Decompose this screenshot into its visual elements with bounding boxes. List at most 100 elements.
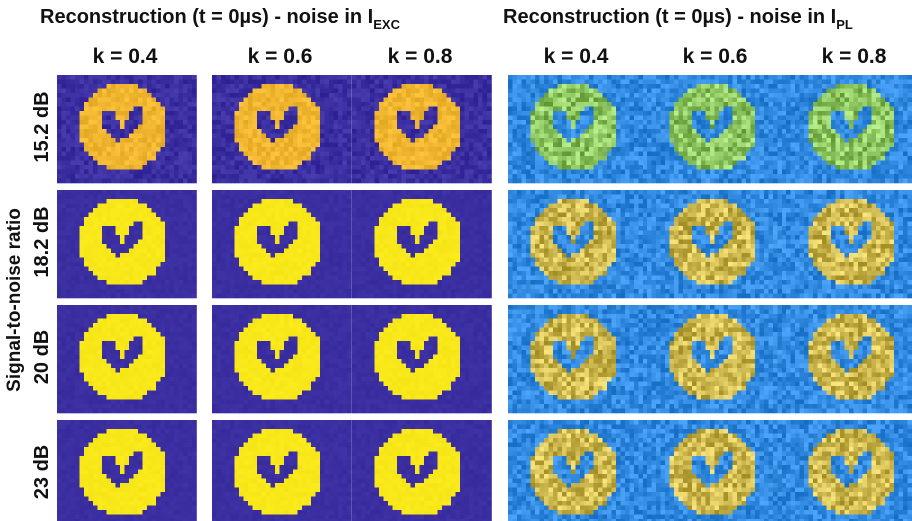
pixel (248, 97, 253, 103)
pixel (169, 111, 175, 116)
pixel (165, 359, 170, 364)
pixel (333, 102, 339, 107)
pixel (415, 165, 420, 170)
pixel (342, 217, 348, 222)
pixel (212, 266, 217, 272)
pixel (75, 115, 80, 121)
pixel (174, 239, 179, 245)
pixel (329, 271, 334, 276)
pixel (406, 88, 411, 94)
pixel (221, 217, 226, 222)
pixel (261, 147, 267, 152)
pixel (97, 332, 103, 337)
pixel (451, 106, 456, 112)
pixel (102, 115, 107, 121)
pixel (388, 262, 393, 267)
pixel (61, 169, 67, 175)
pixel (361, 133, 366, 139)
pixel (424, 129, 429, 134)
pixel (124, 178, 130, 184)
pixel (234, 212, 240, 218)
pixel (415, 138, 420, 143)
pixel (320, 284, 325, 290)
pixel (455, 124, 461, 130)
pixel (156, 199, 161, 204)
pixel (370, 262, 375, 267)
pixel (93, 327, 98, 333)
pixel (124, 309, 130, 315)
pixel (406, 178, 411, 184)
pixel (183, 293, 188, 299)
pixel (142, 332, 148, 337)
pixel (433, 138, 438, 143)
pixel (174, 160, 179, 166)
pixel (329, 208, 334, 213)
pixel (156, 280, 161, 285)
pixel (79, 305, 85, 310)
pixel (147, 323, 152, 328)
pixel (111, 169, 116, 175)
pixel (293, 93, 298, 98)
pixel (61, 341, 67, 346)
pixel (315, 257, 321, 263)
pixel (257, 88, 262, 94)
pixel (102, 235, 107, 240)
pixel (79, 120, 85, 125)
pixel (129, 323, 134, 328)
pixel (333, 289, 339, 294)
pixel (192, 133, 197, 139)
pixel (433, 275, 438, 281)
pixel (261, 93, 267, 98)
pixel (111, 88, 116, 94)
pixel (324, 133, 330, 139)
pixel (70, 239, 76, 245)
pixel (124, 372, 130, 378)
pixel (178, 115, 184, 121)
pixel (192, 239, 197, 245)
pixel (297, 275, 303, 281)
pixel (270, 138, 276, 143)
pixel (124, 354, 130, 360)
pixel (192, 75, 197, 80)
pixel (374, 178, 380, 184)
pixel (288, 93, 294, 98)
pixel (428, 102, 434, 107)
pixel (352, 160, 357, 166)
pixel (88, 208, 94, 213)
pixel (329, 194, 334, 200)
pixel (306, 230, 312, 236)
pixel (424, 147, 429, 152)
pixel (169, 327, 175, 333)
pixel (388, 221, 393, 227)
pixel (187, 327, 193, 333)
pixel (388, 190, 393, 195)
pixel (478, 199, 483, 204)
pixel (133, 88, 139, 94)
pixel (70, 332, 76, 337)
pixel (57, 79, 62, 85)
pixel (165, 280, 170, 285)
pixel (342, 280, 348, 285)
pixel (57, 208, 62, 213)
pixel (361, 165, 366, 170)
pixel (293, 102, 298, 107)
pixel (97, 323, 103, 328)
pixel (70, 120, 76, 125)
pixel (124, 363, 130, 369)
pixel (352, 194, 357, 200)
pixel (270, 169, 276, 175)
pixel (266, 248, 271, 254)
pixel (147, 284, 152, 290)
pixel (174, 314, 179, 319)
pixel (138, 133, 143, 139)
pixel (311, 178, 316, 184)
pixel (120, 248, 125, 254)
pixel (370, 293, 375, 299)
pixel (151, 156, 157, 161)
pixel (257, 208, 262, 213)
pixel (147, 129, 152, 134)
pixel (324, 93, 330, 98)
pixel (239, 266, 244, 272)
pixel (183, 174, 188, 179)
pixel (75, 235, 80, 240)
